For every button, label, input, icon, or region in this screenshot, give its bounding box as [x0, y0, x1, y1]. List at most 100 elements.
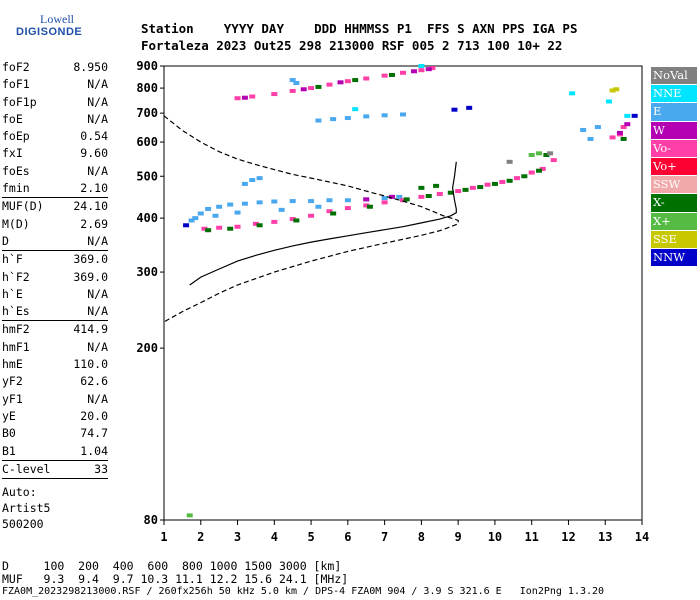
auto-line-2: Artist5	[2, 501, 51, 515]
legend-item-ssw: SSW	[651, 176, 697, 194]
echo-point-e	[396, 194, 403, 199]
echo-point-e	[330, 117, 337, 122]
y-tick-label: 300	[136, 265, 158, 279]
echo-point-vo	[271, 219, 278, 224]
echo-point-x	[506, 178, 513, 183]
param-label: B1	[2, 443, 16, 458]
logo-lowell-text: Lowell	[40, 12, 74, 26]
x-tick-label: 6	[344, 530, 351, 544]
legend-item-vo: Vo+	[651, 157, 697, 176]
param-value: 110.0	[73, 357, 108, 372]
echo-point-vo	[326, 82, 333, 87]
echo-point-e	[315, 118, 322, 123]
param-label: foF1	[2, 77, 30, 92]
echo-point-e	[363, 114, 370, 119]
echo-point-e	[289, 199, 296, 204]
param-value: 369.0	[73, 252, 108, 267]
echo-point-x	[425, 194, 432, 199]
echo-point-x	[477, 185, 484, 190]
echo-point-nnw	[631, 113, 638, 118]
echo-point-e	[289, 78, 296, 83]
autoscaling-info: Auto: Artist5 500200	[2, 484, 50, 532]
param-label: h`E	[2, 286, 23, 301]
echo-point-e	[197, 211, 204, 216]
echo-point-vo	[499, 179, 506, 184]
param-label: D	[2, 233, 9, 248]
echo-point-e	[594, 125, 601, 130]
echo-point-e	[256, 200, 263, 205]
param-separator	[2, 478, 108, 480]
echo-point-nne	[624, 113, 631, 118]
echo-point-e	[580, 127, 587, 132]
legend-item-sse: SSE	[651, 230, 697, 248]
echo-point-x	[491, 181, 498, 186]
echo-point-e	[227, 202, 234, 207]
echo-point-noval	[506, 159, 513, 164]
echo-point-e	[344, 198, 351, 203]
param-label: h`Es	[2, 304, 30, 319]
echo-point-vo	[308, 86, 315, 91]
param-label: MUF(D)	[2, 199, 44, 214]
param-row: hmF2 414.9	[2, 321, 108, 338]
echo-point-x	[447, 190, 454, 195]
echo-point-vo	[400, 70, 406, 75]
param-row: h`F2 369.0	[2, 269, 108, 286]
param-row: MUF(D) 24.10	[2, 198, 108, 215]
echo-point-vo	[308, 213, 315, 218]
param-row: C-level 33	[2, 461, 108, 478]
param-label: h`F	[2, 252, 23, 267]
param-label: yF1	[2, 391, 23, 406]
param-row: fxI 9.60	[2, 145, 108, 162]
legend-item-w: W	[651, 121, 697, 139]
x-tick-label: 3	[234, 530, 241, 544]
echo-point-w	[363, 197, 370, 202]
param-value: 33	[94, 461, 108, 476]
y-tick-label: 500	[136, 169, 158, 183]
y-tick-label: 600	[136, 135, 158, 149]
digisonde-logo: Lowell DIGISONDE	[2, 4, 92, 44]
echo-point-e	[205, 206, 212, 211]
echo-point-vo	[609, 135, 616, 140]
param-value: N/A	[87, 339, 108, 354]
echo-point-nnw	[183, 223, 190, 228]
logo-digisonde-text: DIGISONDE	[16, 26, 83, 38]
param-value: 9.60	[80, 146, 108, 161]
param-row: foF1p N/A	[2, 94, 108, 111]
echo-point-w	[616, 130, 623, 135]
param-label: foEs	[2, 163, 30, 178]
echo-point-vo	[429, 66, 436, 71]
param-label: hmF2	[2, 322, 30, 337]
muf-value-row: MUF 9.3 9.4 9.7 10.3 11.1 12.2 15.6 24.1…	[2, 572, 349, 586]
echo-point-x	[315, 84, 322, 89]
y-tick-label: 80	[144, 513, 158, 527]
echo-point-vo	[436, 191, 443, 196]
echo-point-e	[216, 204, 223, 209]
echo-point-sse	[613, 87, 620, 92]
param-label: C-level	[2, 461, 51, 476]
param-label: foEp	[2, 129, 30, 144]
param-value: N/A	[87, 111, 108, 126]
echo-point-vo	[326, 209, 333, 214]
echo-point-x	[462, 187, 469, 192]
muf-distance-row: D 100 200 400 600 800 1000 1500 3000 [km…	[2, 559, 342, 573]
param-label: B0	[2, 426, 16, 441]
echo-point-x	[388, 72, 395, 77]
param-value: 2.69	[80, 216, 108, 231]
echo-point-e	[188, 218, 195, 223]
echo-point-w	[300, 87, 307, 92]
param-label: foE	[2, 111, 23, 126]
echo-point-noval	[547, 151, 554, 156]
param-row: foEp 0.54	[2, 128, 108, 145]
echo-point-e	[234, 210, 241, 215]
y-tick-label: 200	[136, 341, 158, 355]
muf-table: D 100 200 400 600 800 1000 1500 3000 [km…	[2, 560, 348, 586]
echo-point-e	[256, 176, 263, 181]
echo-point-w	[241, 95, 248, 100]
echo-point-w	[624, 122, 631, 127]
echo-point-vo	[216, 225, 223, 230]
param-value: N/A	[87, 304, 108, 319]
param-separator	[2, 320, 108, 322]
echo-point-x	[521, 174, 528, 179]
param-row: fmin 2.10	[2, 180, 108, 197]
